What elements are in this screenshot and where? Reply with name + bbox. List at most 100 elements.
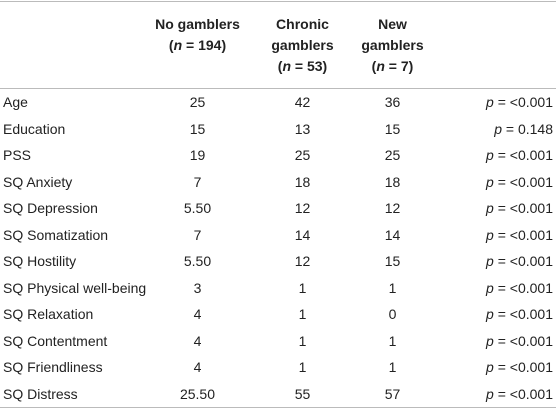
header-text: New — [378, 16, 407, 32]
value-cell: 1 — [298, 306, 307, 323]
p-variable: p — [486, 147, 494, 164]
row-label: Age — [3, 94, 28, 111]
value-cell: 7 — [193, 173, 202, 190]
p-variable: p — [486, 306, 494, 323]
p-variable: p — [486, 94, 494, 111]
header-line: New — [360, 14, 425, 35]
value-cell: 12 — [294, 253, 311, 270]
header-line: gamblers — [245, 35, 360, 56]
p-value-cell: p = <0.001 — [425, 248, 556, 275]
row-label: SQ Relaxation — [3, 306, 94, 323]
p-value: = <0.001 — [493, 226, 553, 243]
p-value: = <0.001 — [493, 359, 553, 376]
header-line: (n = 194) — [150, 35, 245, 56]
value-cell: 15 — [189, 120, 206, 137]
p-value-cell: p = <0.001 — [425, 89, 556, 116]
row-label: SQ Physical well-being — [3, 279, 147, 296]
table-row: SQ Distress 25.50 55 57 p = <0.001 — [0, 381, 556, 408]
value-cell: 19 — [189, 147, 206, 164]
p-variable: p — [486, 359, 494, 376]
p-variable: p — [494, 120, 502, 137]
header-text: = 7) — [384, 58, 414, 74]
p-value-cell: p = <0.001 — [425, 142, 556, 169]
p-value: = <0.001 — [493, 332, 553, 349]
row-label: PSS — [3, 147, 32, 164]
p-value-cell: p = <0.001 — [425, 169, 556, 196]
p-value: = <0.001 — [493, 306, 553, 323]
table-row: SQ Depression 5.50 12 12 p = <0.001 — [0, 195, 556, 222]
value-cell: 4 — [193, 332, 202, 349]
value-cell: 15 — [384, 120, 401, 137]
row-label: SQ Distress — [3, 385, 78, 402]
header-text: ( — [371, 58, 377, 74]
table-row: Age 25 42 36 p = <0.001 — [0, 89, 556, 116]
p-variable: p — [486, 200, 494, 217]
value-cell: 5.50 — [183, 253, 212, 270]
table-row: SQ Friendliness 4 1 1 p = <0.001 — [0, 354, 556, 381]
value-cell: 36 — [384, 94, 401, 111]
header-cell: New gamblers (n = 7) — [360, 2, 425, 89]
table-row: Education 15 13 15 p = 0.148 — [0, 116, 556, 143]
row-label: SQ Depression — [3, 200, 98, 217]
p-value-cell: p = <0.001 — [425, 354, 556, 381]
p-value-cell: p = <0.001 — [425, 222, 556, 249]
header-cell: No gamblers (n = 194) — [150, 2, 245, 89]
value-cell: 18 — [294, 173, 311, 190]
p-variable: p — [486, 173, 494, 190]
value-cell: 7 — [193, 226, 202, 243]
header-cell — [425, 2, 556, 89]
header-text: gamblers — [271, 37, 334, 53]
header-text: ( — [168, 37, 174, 53]
p-value-cell: p = <0.001 — [425, 381, 556, 408]
value-cell: 15 — [384, 253, 401, 270]
p-value-cell: p = <0.001 — [425, 195, 556, 222]
value-cell: 1 — [388, 332, 397, 349]
p-value: = <0.001 — [493, 147, 553, 164]
header-text: Chronic — [276, 16, 329, 32]
value-cell: 3 — [193, 279, 202, 296]
value-cell: 42 — [294, 94, 311, 111]
row-label: SQ Contentment — [3, 332, 108, 349]
row-label: SQ Anxiety — [3, 173, 73, 190]
header-line: Chronic — [245, 14, 360, 35]
p-value-cell: p = <0.001 — [425, 301, 556, 328]
table-body: Age 25 42 36 p = <0.001 Education 15 13 15 p = 0.… — [0, 89, 556, 408]
value-cell: 25.50 — [179, 385, 216, 402]
value-cell: 12 — [294, 200, 311, 217]
value-cell: 14 — [384, 226, 401, 243]
value-cell: 4 — [193, 359, 202, 376]
table-row: SQ Somatization 7 14 14 p = <0.001 — [0, 222, 556, 249]
p-value-cell: p = <0.001 — [425, 328, 556, 355]
header-text: ( — [277, 58, 283, 74]
table-row: SQ Relaxation 4 1 0 p = <0.001 — [0, 301, 556, 328]
header-line: gamblers — [360, 35, 425, 56]
p-value: = 0.148 — [502, 120, 553, 137]
header-text: No gamblers — [155, 16, 240, 32]
row-label: SQ Somatization — [3, 226, 109, 243]
table-row: SQ Physical well-being 3 1 1 p = <0.001 — [0, 275, 556, 302]
value-cell: 25 — [294, 147, 311, 164]
header-cell — [0, 2, 150, 89]
table-row: SQ Hostility 5.50 12 15 p = <0.001 — [0, 248, 556, 275]
table-row: PSS 19 25 25 p = <0.001 — [0, 142, 556, 169]
value-cell: 1 — [388, 359, 397, 376]
value-cell: 0 — [388, 306, 397, 323]
value-cell: 1 — [388, 279, 397, 296]
value-cell: 1 — [298, 279, 307, 296]
value-cell: 12 — [384, 200, 401, 217]
value-cell: 25 — [384, 147, 401, 164]
p-value-cell: p = <0.001 — [425, 275, 556, 302]
value-cell: 55 — [294, 385, 311, 402]
table-row: SQ Anxiety 7 18 18 p = <0.001 — [0, 169, 556, 196]
value-cell: 4 — [193, 306, 202, 323]
header-variable: n — [376, 58, 385, 74]
p-variable: p — [486, 226, 494, 243]
header-text: = 53) — [291, 58, 328, 74]
p-value: = <0.001 — [493, 253, 553, 270]
value-cell: 5.50 — [183, 200, 212, 217]
p-variable: p — [486, 279, 494, 296]
row-label: SQ Friendliness — [3, 359, 103, 376]
p-value: = <0.001 — [493, 200, 553, 217]
table-row: SQ Contentment 4 1 1 p = <0.001 — [0, 328, 556, 355]
